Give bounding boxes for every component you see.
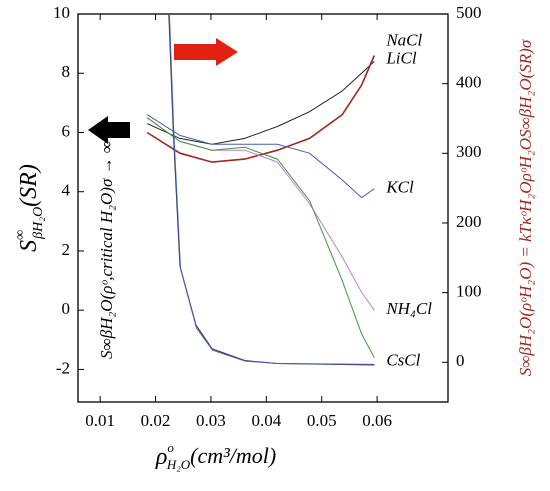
line (146, 114, 375, 199)
y2-tick-label: 500 (456, 3, 482, 22)
right-arrow (174, 38, 238, 66)
series-label: NH₄Cl (385, 299, 432, 318)
x-tick-label: 0.06 (362, 411, 392, 430)
y-tick-label: 8 (62, 62, 71, 81)
plot-frame (77, 13, 449, 403)
y-axis-label: S∞ βH₂O(SR) (13, 164, 46, 252)
y-tick-label: -2 (56, 358, 70, 377)
x-axis-label: ρo H₂O(cm³/mol) (155, 440, 276, 472)
x-tick-label: 0.03 (196, 411, 226, 430)
line (146, 61, 375, 145)
y2-tick-label: 200 (456, 212, 482, 231)
x-label-part: ρ (155, 444, 168, 470)
line (168, 13, 375, 366)
y-tick-label: 6 (62, 121, 71, 140)
y2-tick-label: 300 (456, 142, 482, 161)
left-arrow (88, 116, 130, 144)
line (146, 55, 376, 163)
series-label: KCl (385, 178, 414, 197)
y-label-part: (SR) (16, 164, 42, 207)
series-label: CsCl (386, 350, 420, 369)
y-tick-label: 4 (62, 181, 71, 200)
y-label-part: S (16, 240, 42, 252)
x-label-part: (cm³/mol) (190, 443, 276, 468)
x-tick-label: 0.05 (307, 411, 337, 430)
line (146, 117, 375, 358)
y-label-part: βH₂O (31, 207, 46, 240)
y2-axis-label: S∞βH₂O(ρᵒH₂O) = kTκᵒH₂OρᵒH₂OS∞βH₂O(SR)σ (516, 39, 535, 376)
y2-tick-label: 100 (456, 282, 482, 301)
y2-tick-label: 400 (456, 73, 482, 92)
annotation: S∞βH₂O(ρᵒ,critical H₂O)σ → ∞ (97, 141, 116, 359)
x-tick-label: 0.04 (251, 411, 281, 430)
y-tick-label: 2 (62, 240, 71, 259)
x-label-part: H₂O (166, 457, 191, 472)
x-tick-label: 0.02 (141, 411, 171, 430)
series-label: NaCl (385, 30, 422, 49)
y-label-part: ∞ (13, 230, 28, 240)
y-tick-label: 0 (62, 299, 71, 318)
line (168, 13, 375, 365)
series-label: LiCl (385, 48, 417, 67)
line (146, 117, 375, 311)
x-tick-label: 0.01 (85, 411, 115, 430)
y2-tick-label: 0 (456, 351, 465, 370)
y-tick-label: 10 (53, 3, 70, 22)
x-label-part: o (167, 440, 174, 455)
